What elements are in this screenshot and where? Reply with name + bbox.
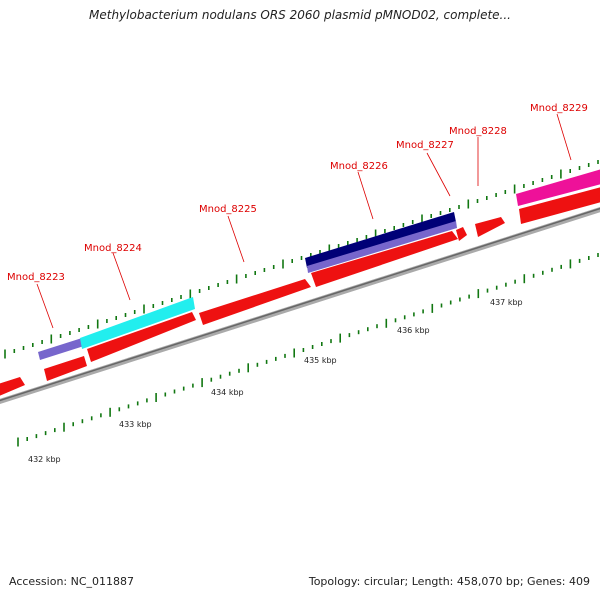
- gene-arrow[interactable]: [0, 377, 25, 396]
- gene-label-mnod-8226[interactable]: Mnod_8226: [330, 161, 388, 172]
- callout-line: [556, 113, 572, 161]
- callout-line: [36, 283, 54, 329]
- accession-text: Accession: NC_011887: [9, 575, 135, 588]
- tick-row-outer: [4, 160, 599, 359]
- gene-label-mnod-8223[interactable]: Mnod_8223: [7, 272, 65, 283]
- gene-label-mnod-8229[interactable]: Mnod_8229: [530, 103, 588, 114]
- genome-stats-text: Topology: circular; Length: 458,070 bp; …: [308, 575, 590, 588]
- scale-label-436: 436 kbp: [397, 326, 430, 335]
- gene-arrow[interactable]: [475, 217, 505, 237]
- gene-arrow[interactable]: [44, 356, 87, 381]
- gene-label-mnod-8224[interactable]: Mnod_8224: [84, 243, 142, 254]
- callout-line: [426, 152, 451, 197]
- track-navy[interactable]: [305, 212, 456, 268]
- feature-tracks: [38, 168, 600, 360]
- genome-backbone-core: [0, 207, 600, 402]
- track-lavender-2[interactable]: [307, 221, 457, 273]
- gene-arrow[interactable]: [311, 231, 458, 287]
- track-lavender[interactable]: [38, 338, 84, 360]
- scale-label-432: 432 kbp: [28, 455, 61, 464]
- gene-callouts: Mnod_8223 Mnod_8224 Mnod_8225 Mnod_8226 …: [7, 103, 588, 329]
- track-cyan[interactable]: [80, 297, 195, 349]
- gene-arrow[interactable]: [519, 186, 600, 224]
- gene-arrows: [0, 186, 600, 396]
- gene-arrow[interactable]: [456, 227, 467, 241]
- gene-arrow[interactable]: [199, 279, 311, 325]
- callout-line: [357, 171, 374, 220]
- scale-labels: 432 kbp 433 kbp 434 kbp 435 kbp 436 kbp …: [28, 298, 523, 464]
- callout-line: [112, 252, 131, 301]
- scale-label-433: 433 kbp: [119, 420, 152, 429]
- gene-arrow[interactable]: [87, 312, 196, 362]
- callout-line: [227, 215, 245, 263]
- gene-label-mnod-8227[interactable]: Mnod_8227: [396, 140, 454, 151]
- gene-label-mnod-8225[interactable]: Mnod_8225: [199, 204, 257, 215]
- scale-label-437: 437 kbp: [490, 298, 523, 307]
- tick-row-inner: [17, 253, 599, 447]
- genome-backbone: [0, 206, 600, 405]
- track-magenta[interactable]: [516, 168, 600, 206]
- gene-label-mnod-8228[interactable]: Mnod_8228: [449, 126, 507, 137]
- scale-label-434: 434 kbp: [211, 388, 244, 397]
- scale-label-435: 435 kbp: [304, 356, 337, 365]
- map-title: Methylobacterium nodulans ORS 2060 plasm…: [89, 8, 511, 22]
